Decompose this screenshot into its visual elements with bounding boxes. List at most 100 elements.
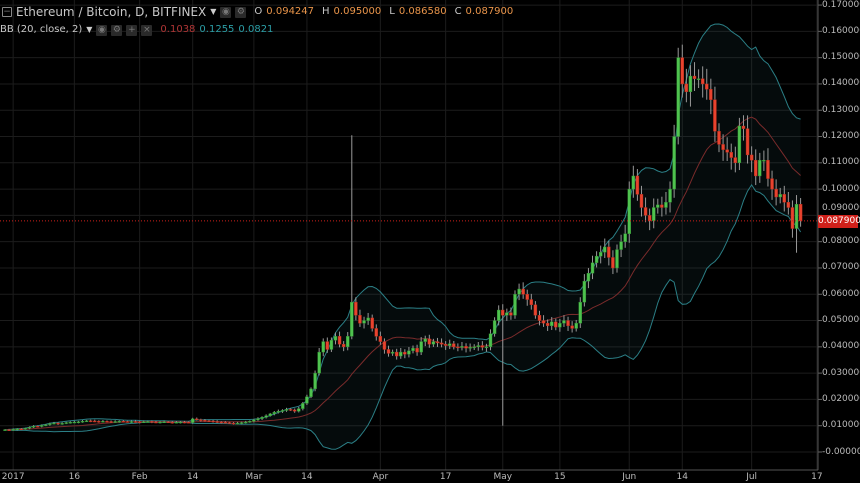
candle-up [468, 347, 472, 349]
candle-up [362, 320, 366, 324]
candle-up [350, 301, 354, 337]
chevron-down-icon[interactable]: ▼ [210, 7, 217, 16]
candle-up [264, 415, 268, 418]
candle-up [586, 273, 591, 282]
candle-up [317, 351, 321, 374]
candle-up [117, 421, 121, 423]
candle-down [292, 409, 297, 412]
candle-down [725, 149, 729, 153]
candle-down [607, 246, 611, 258]
candle-down [199, 419, 203, 421]
candle-down [709, 88, 713, 100]
candle-up [64, 422, 68, 424]
candle-down [386, 349, 391, 354]
indicator-legend: BB (20, close, 2) ▼ ◉ ⚙ + × 0.1038 0.125… [0, 24, 273, 36]
collapse-icon[interactable]: − [2, 7, 12, 17]
candle-down [782, 194, 786, 203]
gear-icon[interactable]: ⚙ [111, 24, 123, 36]
candle-up [562, 320, 566, 324]
candle-up [23, 428, 28, 430]
candle-up [594, 255, 599, 263]
candle-down [354, 301, 358, 316]
candle-up [737, 125, 742, 164]
candle-down [774, 188, 778, 198]
candle-up [305, 396, 309, 404]
eye-icon[interactable]: ◉ [220, 6, 232, 18]
symbol-title[interactable]: Ethereum / Bitcoin, D, BITFINEX [16, 5, 207, 19]
indicator-title[interactable]: BB (20, close, 2) [0, 24, 83, 35]
candle-down [93, 420, 97, 423]
bb-fill [5, 24, 801, 450]
bb-lower-value: 0.0821 [238, 24, 274, 35]
candle-up [44, 424, 48, 426]
low-value: 0.086580 [398, 6, 447, 17]
candle-down [97, 421, 101, 423]
x-tick-label: 15 [554, 472, 566, 482]
candle-up [329, 340, 334, 350]
candle-down [219, 421, 223, 424]
candle-up [190, 418, 195, 423]
candle-down [166, 421, 170, 423]
candle-down [692, 75, 697, 79]
last-price-label: 0.087900 [818, 214, 860, 228]
candle-up [778, 194, 782, 198]
candle-up [284, 409, 289, 411]
candle-up [627, 188, 631, 234]
candle-up [129, 421, 134, 423]
gear-icon[interactable]: ⚙ [235, 6, 247, 18]
candle-up [619, 241, 623, 250]
x-tick-label: 14 [676, 472, 688, 482]
plus-icon[interactable]: + [126, 24, 138, 36]
candle-up [333, 336, 338, 341]
candle-down [231, 422, 236, 425]
candle-down [554, 321, 558, 328]
candle-down [435, 341, 440, 344]
candle-up [244, 421, 248, 424]
candle-down [684, 83, 689, 93]
candle-down [443, 344, 448, 346]
candle-down [770, 178, 774, 190]
candle-down [700, 78, 705, 85]
candle-up [590, 262, 595, 274]
candle-down [566, 320, 570, 327]
candle-down [88, 420, 93, 422]
eye-icon[interactable]: ◉ [96, 24, 108, 36]
candle-up [260, 417, 264, 419]
x-tick-label: Mar [245, 472, 263, 482]
candle-down [766, 159, 770, 179]
candle-up [280, 410, 285, 412]
candle-up [313, 372, 317, 390]
candle-up [476, 345, 480, 348]
candle-up [84, 420, 89, 422]
candle-up [113, 421, 117, 423]
x-tick-label: 14 [186, 472, 199, 482]
candle-down [521, 288, 525, 295]
x-tick-label: May [493, 472, 513, 482]
candle-up [794, 204, 799, 229]
candle-down [35, 426, 40, 428]
candle-down [545, 322, 550, 327]
candle-down [337, 336, 342, 345]
candle-up [256, 418, 260, 421]
candle-up [505, 312, 509, 316]
candle-up [68, 422, 72, 424]
close-icon[interactable]: × [141, 24, 153, 36]
chevron-down-icon[interactable]: ▼ [86, 25, 93, 34]
candle-up [3, 429, 7, 431]
candle-up [550, 321, 554, 327]
candle-down [786, 202, 791, 208]
open-value: 0.094247 [266, 6, 315, 17]
candle-up [248, 421, 252, 423]
candle-up [390, 351, 395, 354]
candle-up [301, 403, 305, 409]
